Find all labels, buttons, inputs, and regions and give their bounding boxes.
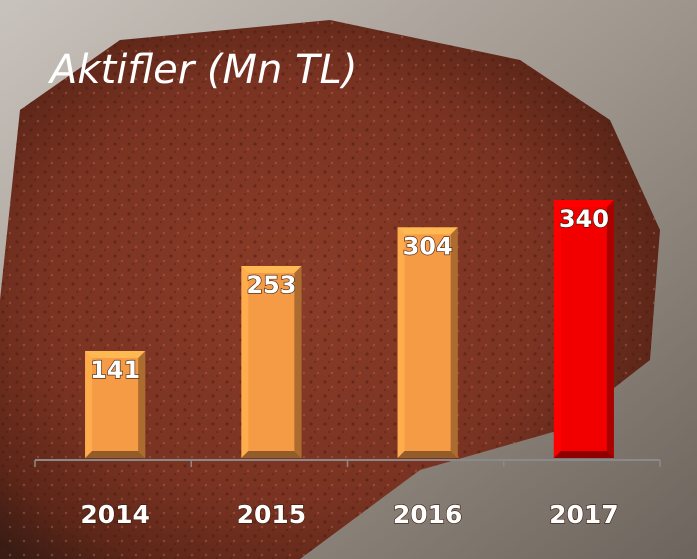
bar-bevel xyxy=(85,451,146,458)
x-tick-label: 2016 xyxy=(393,500,463,529)
bar-bevel xyxy=(241,266,249,458)
rock-texture xyxy=(0,20,660,559)
x-tick-label: 2014 xyxy=(80,500,150,529)
data-label: 141 xyxy=(90,356,140,384)
bar-bevel xyxy=(553,451,614,458)
bar-bevel xyxy=(241,266,302,274)
data-label: 253 xyxy=(246,271,296,299)
x-tick-label: 2015 xyxy=(237,500,307,529)
x-tick-label: 2017 xyxy=(549,500,619,529)
bar-bevel xyxy=(397,451,458,458)
bar-bevel xyxy=(606,200,614,458)
bar xyxy=(553,200,614,458)
bar-bevel xyxy=(85,351,146,359)
bar-bevel xyxy=(553,200,614,207)
bar-bevel xyxy=(85,351,93,458)
bar-bevel xyxy=(450,227,458,458)
chart-title: Aktifler (Mn TL) xyxy=(47,47,357,93)
bar xyxy=(85,351,146,458)
data-label: 304 xyxy=(403,232,453,260)
bar-bevel xyxy=(397,227,405,458)
bar-bevel xyxy=(241,451,302,458)
bar-bevel xyxy=(553,200,561,458)
bar-bevel xyxy=(397,227,458,235)
bar xyxy=(241,266,302,458)
bar xyxy=(397,227,458,458)
data-label: 340 xyxy=(559,205,609,233)
bar-bevel xyxy=(138,351,146,458)
bar-bevel xyxy=(294,266,302,458)
